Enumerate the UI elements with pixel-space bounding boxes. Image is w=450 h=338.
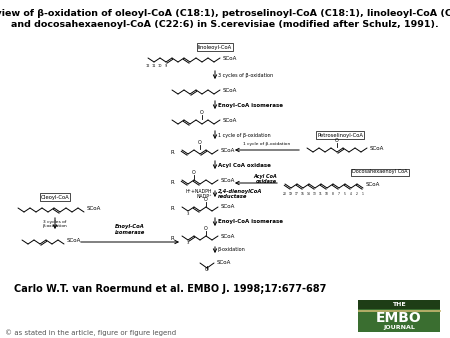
Text: Enoyl-CoA isomerase: Enoyl-CoA isomerase: [218, 219, 283, 224]
Text: Petroselinoyl-CoA: Petroselinoyl-CoA: [317, 132, 363, 138]
Text: 5: 5: [344, 192, 346, 196]
Text: 11: 11: [319, 192, 323, 196]
Text: Docosahexaenoyl CoA: Docosahexaenoyl CoA: [352, 169, 408, 174]
Text: 4: 4: [350, 192, 352, 196]
Text: Oleoyl-CoA: Oleoyl-CoA: [40, 194, 69, 199]
Text: H⁺+NADPH
NADP⁺: H⁺+NADPH NADP⁺: [185, 189, 212, 199]
Text: 8: 8: [332, 192, 334, 196]
Text: R: R: [170, 149, 174, 154]
Text: β-oxidation: β-oxidation: [218, 247, 246, 252]
Text: O: O: [204, 226, 208, 231]
Text: O: O: [192, 170, 196, 175]
Text: 2: 2: [356, 192, 358, 196]
Text: © as stated in the article, figure or figure legend: © as stated in the article, figure or fi…: [5, 330, 176, 336]
Text: 9: 9: [165, 64, 167, 68]
Text: Enoyl-CoA
isomerase: Enoyl-CoA isomerase: [115, 224, 145, 235]
Text: 1 cycle of β-oxidation: 1 cycle of β-oxidation: [218, 132, 270, 138]
Text: SCoA: SCoA: [221, 177, 235, 183]
Text: JOURNAL: JOURNAL: [383, 325, 415, 331]
Text: 14: 14: [307, 192, 311, 196]
Text: SCoA: SCoA: [366, 182, 380, 187]
Text: O: O: [200, 110, 204, 115]
Text: SCoA: SCoA: [223, 88, 238, 93]
Text: 11: 11: [152, 64, 156, 68]
Text: 2,4-dienoylCoA
reductase: 2,4-dienoylCoA reductase: [218, 189, 262, 199]
Text: 19: 19: [289, 192, 293, 196]
Text: Enoyl-CoA isomerase: Enoyl-CoA isomerase: [218, 102, 283, 107]
Bar: [358, 300, 440, 332]
Text: 13: 13: [313, 192, 317, 196]
Text: R: R: [170, 236, 174, 241]
Text: SCoA: SCoA: [223, 55, 238, 61]
Text: R: R: [170, 207, 174, 212]
Text: 10: 10: [158, 64, 162, 68]
Text: Carlo W.T. van Roermund et al. EMBO J. 1998;17:677-687: Carlo W.T. van Roermund et al. EMBO J. 1…: [14, 284, 326, 294]
Text: Overview of β-oxidation of oleoyl-CoA (C18:1), petroselinoyl-CoA (C18:1), linole: Overview of β-oxidation of oleoyl-CoA (C…: [0, 9, 450, 18]
Text: 3: 3: [187, 212, 189, 216]
Text: 3 cycles of β-oxidation: 3 cycles of β-oxidation: [218, 72, 273, 77]
Text: 7: 7: [338, 192, 340, 196]
Text: 3: 3: [187, 241, 189, 245]
Text: and docosahexaenoyl-CoA (C22:6) in S.cerevisiae (modified after Schulz, 1991).: and docosahexaenoyl-CoA (C22:6) in S.cer…: [11, 20, 439, 29]
Text: THE: THE: [392, 302, 406, 307]
Text: O: O: [204, 197, 208, 202]
Text: R: R: [170, 179, 174, 185]
Text: Acyl CoA oxidase: Acyl CoA oxidase: [218, 163, 271, 168]
Text: SCoA: SCoA: [221, 204, 235, 210]
Text: SCoA: SCoA: [370, 145, 384, 150]
Text: O: O: [198, 140, 202, 145]
Text: 20: 20: [283, 192, 287, 196]
Text: SCoA: SCoA: [217, 261, 231, 266]
Text: linoleoyl-CoA: linoleoyl-CoA: [198, 45, 232, 49]
Text: O: O: [335, 138, 339, 143]
Text: 17: 17: [295, 192, 299, 196]
Text: SCoA: SCoA: [223, 118, 238, 122]
Text: SCoA: SCoA: [67, 238, 81, 242]
Text: 1 cycle of β-oxidation: 1 cycle of β-oxidation: [243, 142, 291, 146]
Text: Acyl CoA
oxidase: Acyl CoA oxidase: [253, 174, 277, 185]
Text: EMBO: EMBO: [376, 311, 422, 325]
Text: 16: 16: [301, 192, 305, 196]
Text: O: O: [205, 267, 209, 272]
Text: 12: 12: [146, 64, 150, 68]
Text: SCoA: SCoA: [87, 206, 101, 211]
Text: 1: 1: [362, 192, 364, 196]
Text: SCoA: SCoA: [221, 234, 235, 239]
Bar: [358, 300, 440, 309]
Text: 10: 10: [325, 192, 329, 196]
Text: SCoA: SCoA: [221, 147, 235, 152]
Text: 3 cycles of
β-oxidation: 3 cycles of β-oxidation: [43, 220, 68, 228]
